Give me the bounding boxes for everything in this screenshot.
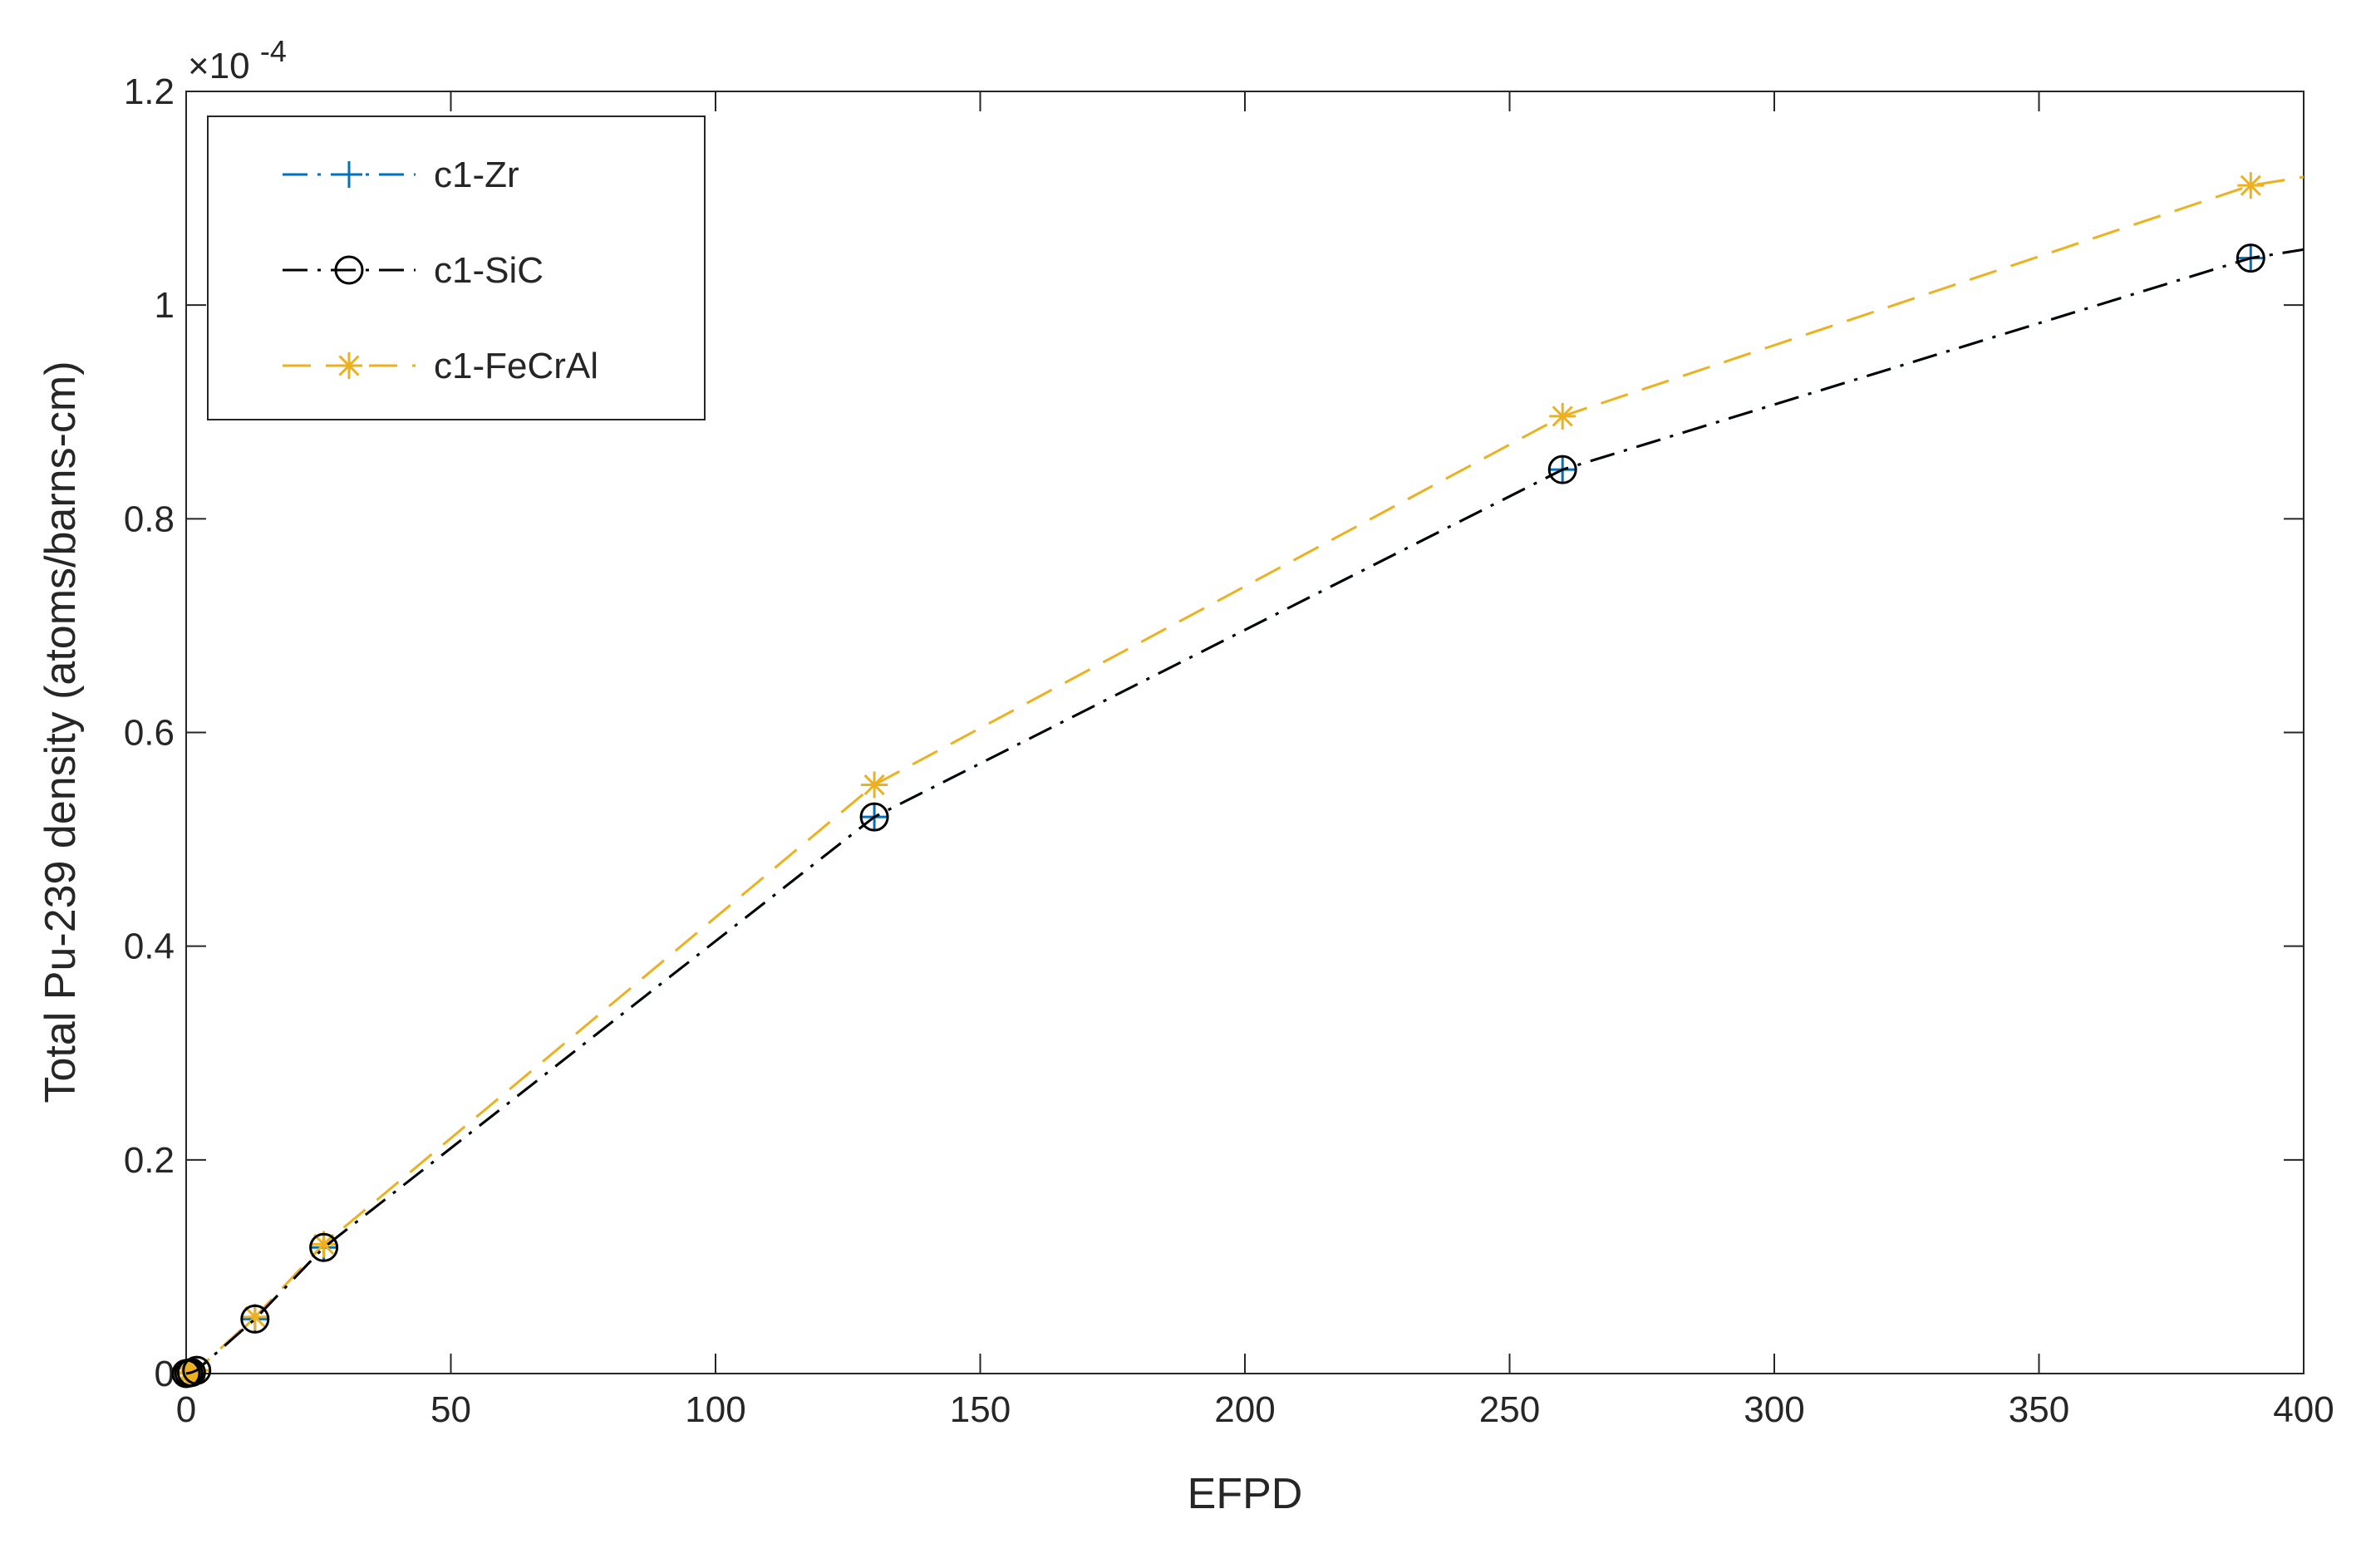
x-tick-label: 350 bbox=[2009, 1389, 2069, 1430]
data-point bbox=[1547, 455, 1577, 484]
data-point bbox=[338, 355, 360, 376]
data-point bbox=[863, 774, 885, 796]
x-tick-label: 150 bbox=[950, 1389, 1011, 1430]
y-tick-label: 0.4 bbox=[124, 927, 175, 967]
y-tick-label: 0.2 bbox=[124, 1140, 175, 1181]
x-tick-label: 50 bbox=[430, 1389, 471, 1430]
data-point bbox=[2236, 243, 2265, 273]
y-tick-label: 0 bbox=[155, 1354, 175, 1394]
data-point bbox=[240, 1304, 270, 1334]
x-tick-label: 0 bbox=[176, 1389, 196, 1430]
legend-label: c1-Zr bbox=[434, 155, 519, 195]
legend-item: c1-SiC bbox=[283, 250, 544, 291]
series-layer bbox=[171, 172, 2305, 1389]
y-axis-title: Total Pu-239 density (atoms/barns-cm) bbox=[37, 361, 85, 1103]
y-tick-label: 1 bbox=[155, 285, 175, 326]
data-point bbox=[2240, 174, 2261, 196]
y-tick-label: 0.8 bbox=[124, 499, 175, 539]
y-tick-label: 1.2 bbox=[124, 71, 175, 112]
y-axis-multiplier: ×10 bbox=[188, 46, 250, 86]
data-point bbox=[859, 802, 889, 832]
data-point bbox=[244, 1306, 266, 1328]
data-point bbox=[313, 1233, 335, 1255]
y-axis: 0 0.2 0.4 0.6 0.8 1 1.2 bbox=[124, 71, 2304, 1394]
data-point bbox=[334, 255, 364, 285]
legend-box bbox=[207, 116, 706, 420]
x-tick-label: 250 bbox=[1479, 1389, 1540, 1430]
y-axis-exponent: ×10 -4 bbox=[188, 34, 287, 86]
x-axis: 0 50 100 150 200 250 300 350 400 bbox=[176, 91, 2334, 1430]
x-tick-label: 300 bbox=[1744, 1389, 1804, 1430]
x-axis-title: EFPD bbox=[1188, 1470, 1303, 1518]
legend-item: c1-Zr bbox=[283, 155, 519, 195]
data-point bbox=[182, 1355, 212, 1385]
x-tick-label: 100 bbox=[685, 1389, 745, 1430]
legend-label: c1-FeCrAl bbox=[434, 346, 598, 386]
legend: c1-Zr c1-SiC c1-FeCrAl bbox=[207, 116, 706, 420]
data-point bbox=[309, 1232, 339, 1262]
series-line bbox=[185, 248, 2305, 1375]
series-c1-SiC bbox=[171, 243, 2305, 1389]
legend-items: c1-Zr c1-SiC c1-FeCrAl bbox=[283, 155, 598, 386]
legend-item: c1-FeCrAl bbox=[283, 346, 598, 386]
x-tick-label: 400 bbox=[2273, 1389, 2334, 1430]
y-axis-exponent-power: -4 bbox=[260, 34, 287, 68]
legend-label: c1-SiC bbox=[434, 250, 544, 291]
data-point bbox=[1552, 406, 1573, 427]
x-tick-label: 200 bbox=[1214, 1389, 1275, 1430]
y-tick-label: 0.6 bbox=[124, 713, 175, 754]
